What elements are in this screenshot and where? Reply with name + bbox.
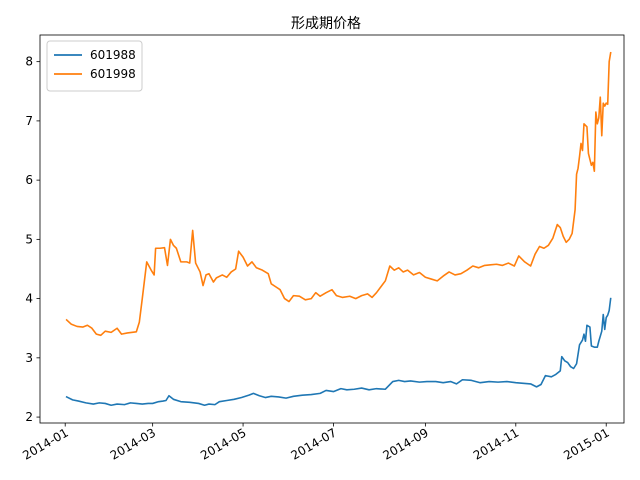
y-tick-label: 8 [25, 55, 33, 69]
chart-title: 形成期价格 [291, 16, 361, 32]
plot-frame [39, 34, 625, 424]
series-line-601988 [65, 297, 612, 407]
x-tick-label: 2014-05 [198, 425, 248, 462]
x-tick-label: 2014-11 [471, 425, 521, 462]
legend-box [46, 40, 143, 92]
series-layer [65, 51, 612, 407]
x-tick-label: 2014-09 [380, 425, 430, 462]
y-tick-label: 6 [25, 173, 33, 187]
series-line-601998 [65, 51, 612, 337]
axes-layer: 2 3 4 5 6 7 8 2014-01 2014-03 2014-05 2014-07 2014-… [20, 34, 625, 463]
legend-label-601988: 601988 [90, 48, 136, 62]
x-tick-label: 2014-07 [289, 425, 339, 462]
y-tick-label: 3 [25, 351, 33, 365]
y-tick-label: 5 [25, 232, 33, 246]
y-tick-label: 4 [25, 292, 33, 306]
x-tick-label: 2014-01 [20, 425, 70, 462]
x-tick-label: 2014-03 [108, 425, 158, 462]
x-tick-label: 2015-01 [561, 425, 611, 462]
legend-label-601998: 601998 [90, 67, 136, 81]
y-tick-label: 2 [25, 410, 33, 424]
legend: 601988 601998 [46, 40, 143, 92]
y-tick-label: 7 [25, 114, 33, 128]
